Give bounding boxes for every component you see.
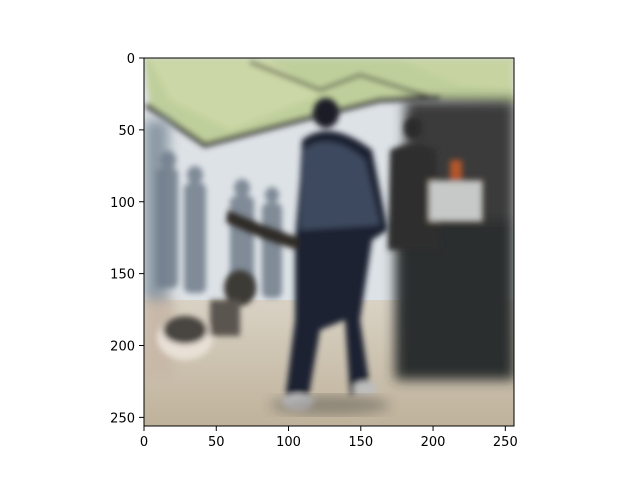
x-tick-label: 150 [348,435,373,450]
y-tick-label: 100 [110,196,135,211]
x-tick-label: 250 [493,435,518,450]
x-tick-label: 200 [421,435,446,450]
y-tick-label: 200 [110,340,135,355]
x-axis: 0 50 100 150 200 250 [140,426,518,450]
axes-frame [143,57,515,427]
y-tick-label: 50 [118,124,135,139]
y-tick-label: 150 [110,268,135,283]
x-tick-label: 50 [208,435,225,450]
x-tick-label: 100 [276,435,301,450]
photo [144,58,514,426]
y-axis: 0 50 100 150 200 250 [110,52,144,426]
y-tick-label: 0 [127,52,135,67]
y-tick-label: 250 [110,411,135,426]
main-person [226,98,388,410]
x-tick-label: 0 [140,435,148,450]
